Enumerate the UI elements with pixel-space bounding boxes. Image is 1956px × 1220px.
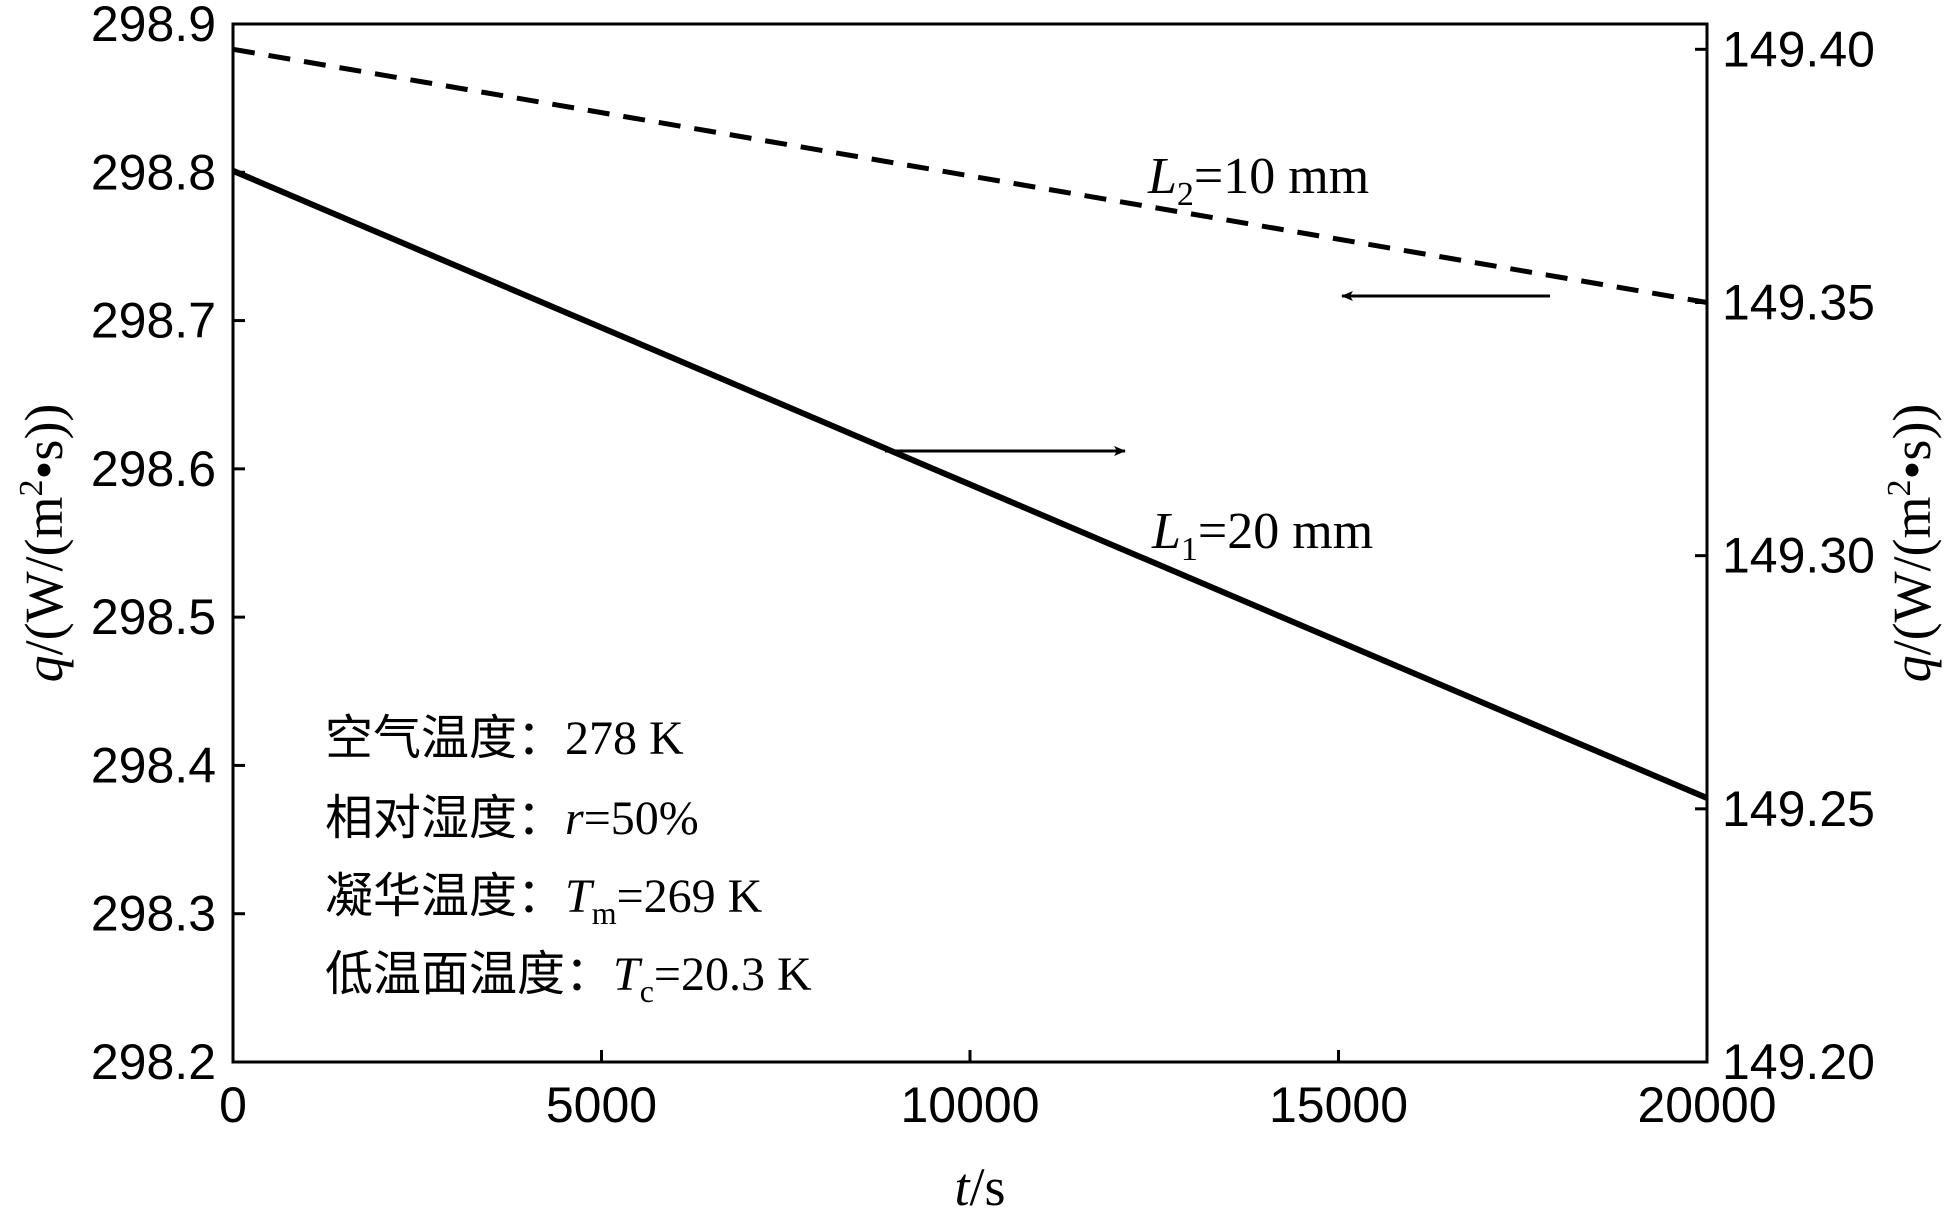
- x-tick-label: 15000: [1269, 1077, 1408, 1133]
- y-right-axis-ticks: 149.20 149.25 149.30 149.35 149.40: [1695, 21, 1875, 1090]
- x-tick-label: 5000: [546, 1077, 657, 1133]
- annotation-humidity: 相对湿度：r=50%: [325, 790, 699, 846]
- y-left-tick-label: 298.3: [91, 886, 216, 942]
- y-left-tick-label: 298.8: [91, 144, 216, 200]
- y-right-tick-label: 149.40: [1722, 21, 1875, 77]
- y-left-axis-label: q/(W/(m2•s)): [13, 404, 74, 683]
- annotation-air-temp: 空气温度：278 K: [325, 710, 684, 766]
- y-left-axis-ticks: 298.2 298.3 298.4 298.5 298.6 298.7 298.8 298.9: [91, 0, 245, 1090]
- y-right-tick-label: 149.35: [1722, 274, 1875, 330]
- y-left-tick-label: 298.4: [91, 737, 216, 793]
- series-label-l1: L1=20 mm: [1151, 503, 1373, 568]
- x-tick-label: 20000: [1637, 1077, 1776, 1133]
- y-right-tick-label: 149.25: [1722, 781, 1875, 837]
- x-tick-label: 0: [219, 1077, 247, 1133]
- annotation-desub-temp: 凝华温度：Tm=269 K: [325, 868, 763, 931]
- x-tick-label: 10000: [900, 1077, 1039, 1133]
- y-left-tick-label: 298.9: [91, 0, 216, 52]
- x-axis-label: t/s: [954, 1157, 1005, 1217]
- series-line-l1: [231, 168, 1709, 801]
- y-right-tick-label: 149.20: [1722, 1034, 1875, 1090]
- y-left-tick-label: 298.7: [91, 293, 216, 349]
- y-left-tick-label: 298.2: [91, 1034, 216, 1090]
- y-right-axis-label: q/(W/(m2•s)): [1881, 404, 1942, 683]
- annotation-cold-surface-temp: 低温面温度：Tc=20.3 K: [325, 946, 812, 1009]
- series-layer: [231, 46, 1709, 801]
- y-right-tick-label: 149.30: [1722, 528, 1875, 584]
- x-axis-ticks: 0 5000 10000 15000 20000: [219, 1050, 1777, 1133]
- y-left-tick-label: 298.5: [91, 589, 216, 645]
- y-left-tick-label: 298.6: [91, 441, 216, 497]
- series-label-l2: L2=10 mm: [1147, 148, 1369, 213]
